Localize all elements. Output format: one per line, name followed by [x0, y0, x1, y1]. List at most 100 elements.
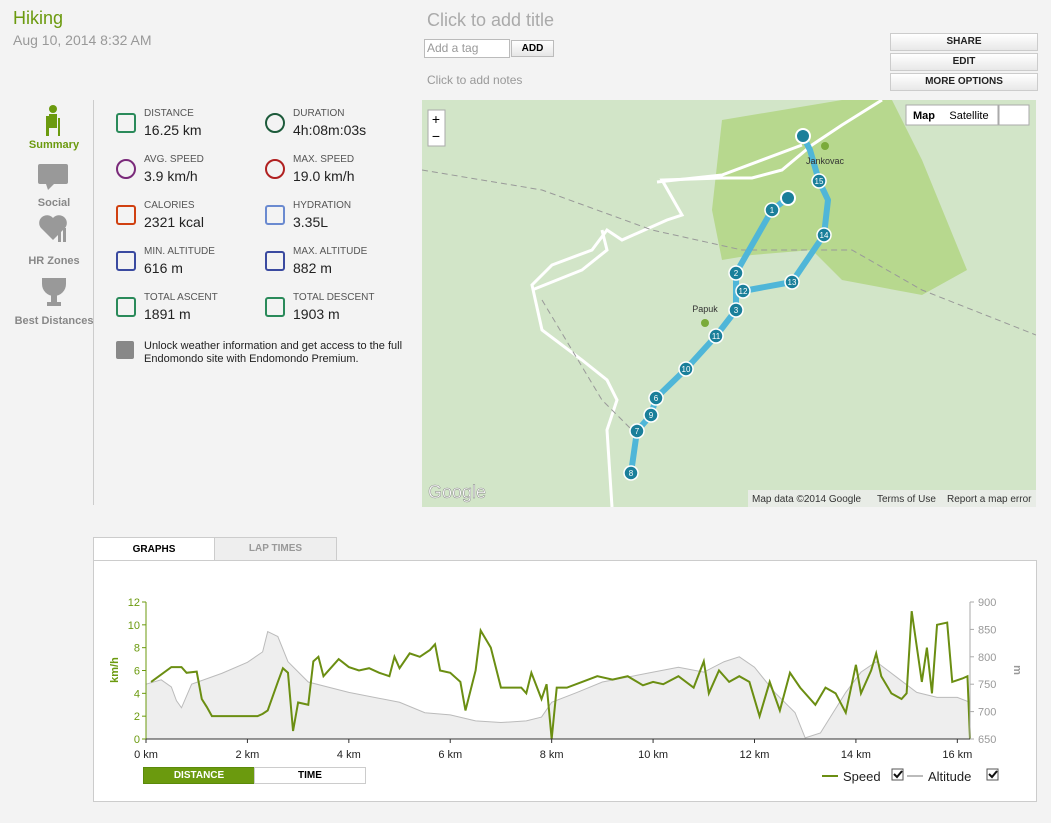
route-marker[interactable]: [643, 407, 659, 423]
marker-label: 7: [635, 427, 640, 436]
sidebar-best-distances[interactable]: Best Distances: [14, 315, 94, 327]
zoom-in[interactable]: +: [432, 111, 440, 127]
activity-date: Aug 10, 2014 8:32 AM: [13, 32, 152, 48]
marker-label: 8: [629, 469, 634, 478]
x-tick-label: 6 km: [438, 749, 462, 761]
notes-input[interactable]: Click to add notes: [427, 73, 523, 87]
route-marker[interactable]: [708, 328, 724, 344]
share-button[interactable]: SHARE: [890, 33, 1038, 51]
marker-label: 14: [820, 231, 829, 240]
report-link[interactable]: Report a map error: [947, 494, 1032, 505]
map-attribution: Map data ©2014 Google: [752, 494, 862, 505]
altitude-area: [146, 631, 970, 739]
y2-tick-label: 700: [978, 707, 996, 719]
stat-label: MIN. ALTITUDE: [144, 246, 215, 257]
y-tick-label: 2: [134, 711, 140, 723]
tab-graphs[interactable]: GRAPHS: [93, 537, 215, 561]
marker-label: 6: [654, 394, 659, 403]
zoom-out[interactable]: −: [432, 128, 440, 144]
google-logo: Google: [428, 482, 486, 502]
stat-label: TOTAL ASCENT: [144, 292, 218, 303]
checkbox-check: [988, 770, 998, 779]
stat-value: 19.0 km/h: [293, 168, 355, 184]
terms-link[interactable]: Terms of Use: [877, 494, 936, 505]
route-marker[interactable]: [764, 202, 780, 218]
x-tick-label: 0 km: [134, 749, 158, 761]
place-label: Papuk: [692, 304, 718, 314]
route-marker[interactable]: [629, 423, 645, 439]
legend-checkbox[interactable]: [891, 768, 904, 781]
stat-label: AVG. SPEED: [144, 154, 204, 165]
x-tick-label: 8 km: [540, 749, 564, 761]
route-marker[interactable]: [728, 265, 744, 281]
stat-icon: [116, 113, 136, 133]
route-marker[interactable]: [784, 274, 800, 290]
sidebar-social[interactable]: Social: [37, 197, 71, 209]
premium-note[interactable]: Unlock weather information and get acces…: [144, 340, 403, 365]
y-tick-label: 8: [134, 643, 140, 655]
title-input[interactable]: Click to add title: [427, 10, 555, 30]
sidebar-icons: [38, 105, 68, 306]
y-tick-label: 10: [128, 620, 140, 632]
marker-label: 12: [739, 287, 748, 296]
toggle-distance[interactable]: DISTANCE: [143, 767, 255, 784]
toggle-time[interactable]: TIME: [254, 767, 366, 784]
stat-value: 1903 m: [293, 306, 340, 322]
place-label: Jankovac: [806, 156, 845, 166]
stat-icon: [116, 205, 136, 225]
edit-button[interactable]: EDIT: [890, 53, 1038, 71]
y-axis-label: km/h: [109, 657, 121, 683]
stat-label: CALORIES: [144, 200, 195, 211]
route-marker[interactable]: [623, 465, 639, 481]
marker-label: 2: [734, 269, 739, 278]
y-tick-label: 4: [134, 688, 140, 700]
stat-label: HYDRATION: [293, 200, 352, 211]
route-marker[interactable]: [648, 390, 664, 406]
route-marker[interactable]: [678, 361, 694, 377]
y-tick-label: 12: [128, 597, 140, 609]
stat-icon: [265, 251, 285, 271]
route-marker[interactable]: [816, 227, 832, 243]
stat-label: DURATION: [293, 108, 345, 119]
route-marker[interactable]: [811, 173, 827, 189]
route-marker[interactable]: [735, 283, 751, 299]
premium-icon: [116, 341, 134, 359]
finish-marker[interactable]: [780, 190, 796, 206]
add-tag-button[interactable]: ADD: [511, 40, 554, 57]
stat-value: 1891 m: [144, 306, 191, 322]
stat-icon: [116, 251, 136, 271]
marker-label: 10: [682, 365, 691, 374]
stat-icon: [116, 159, 136, 179]
y2-tick-label: 900: [978, 597, 996, 609]
marker-label: 13: [788, 278, 797, 287]
stat-value: 2321 kcal: [144, 214, 204, 230]
map-type-satellite[interactable]: Satellite: [949, 110, 988, 122]
map-type-map[interactable]: Map: [913, 110, 935, 122]
stat-icon: [265, 205, 285, 225]
stat-value: 16.25 km: [144, 122, 202, 138]
tab-lap-times[interactable]: LAP TIMES: [214, 537, 337, 561]
stat-icon: [116, 297, 136, 317]
marker-label: 3: [734, 306, 739, 315]
speed-line: [150, 610, 971, 740]
y2-tick-label: 750: [978, 679, 996, 691]
y-tick-label: 0: [134, 734, 140, 746]
legend-checkbox[interactable]: [986, 768, 999, 781]
x-tick-label: 2 km: [235, 749, 259, 761]
sidebar-summary[interactable]: Summary: [28, 139, 80, 151]
marker-label: 11: [712, 332, 721, 341]
stat-icon: [265, 297, 285, 317]
start-marker[interactable]: [795, 128, 811, 144]
marker-label: 9: [649, 411, 654, 420]
tag-input[interactable]: Add a tag: [424, 39, 510, 58]
y-tick-label: 6: [134, 666, 140, 678]
more-options-button[interactable]: MORE OPTIONS: [890, 73, 1038, 91]
x-tick-label: 14 km: [841, 749, 871, 761]
y2-axis-label: m: [1011, 665, 1023, 675]
sidebar-hr-zones[interactable]: HR Zones: [28, 255, 80, 267]
route-marker[interactable]: [728, 302, 744, 318]
stat-value: 882 m: [293, 260, 332, 276]
